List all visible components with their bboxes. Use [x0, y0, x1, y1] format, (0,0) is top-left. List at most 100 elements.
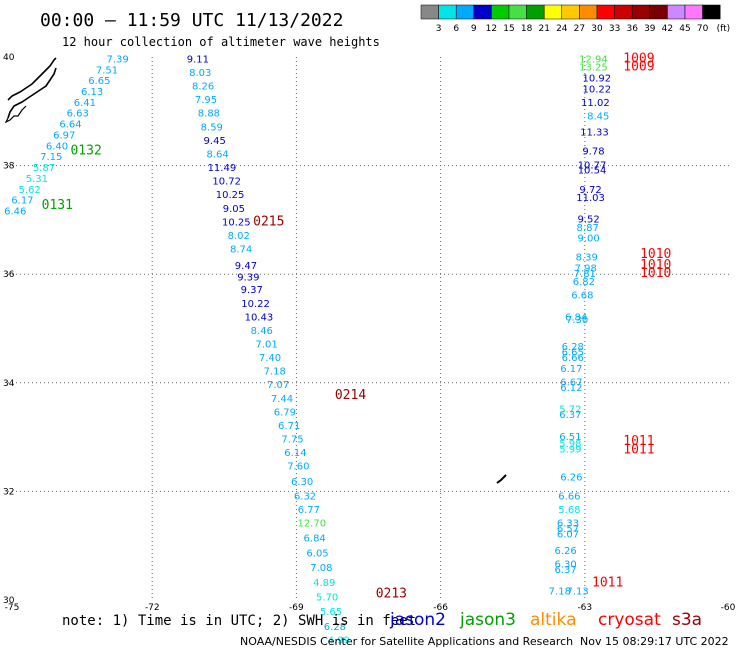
colorbar-tick: 42 [662, 24, 673, 34]
wave-height-value: 10.25 [222, 217, 251, 228]
colorbar-swatch [543, 4, 563, 20]
colorbar-swatch [579, 4, 598, 20]
wave-height-value: 6.26 [554, 546, 576, 557]
pass-time-label: 0132 [70, 144, 101, 159]
wave-height-value: 6.71 [278, 421, 300, 432]
wave-height-value: 9.39 [237, 273, 259, 284]
wave-height-value: 6.84 [565, 312, 587, 323]
wave-height-value: 8.26 [192, 82, 214, 93]
pass-time-label: 1010 [640, 247, 671, 262]
track-time-labels: 0132013102150214021310091009101010101010… [42, 51, 672, 601]
wave-height-value: 5.31 [26, 174, 48, 185]
pass-time-label: 1011 [623, 442, 654, 457]
wave-height-value: 9.37 [241, 285, 263, 296]
wave-height-value: 6.57 [557, 524, 579, 535]
x-tick-label: -66 [433, 603, 448, 613]
wave-height-value: 10.25 [216, 190, 245, 201]
bermuda-island [496, 474, 507, 484]
pass-time-label: 1011 [592, 575, 623, 590]
graticule [8, 57, 729, 600]
wave-height-value: 6.40 [46, 141, 68, 152]
wave-height-value: 10.92 [582, 73, 611, 84]
colorbar-tick: 33 [609, 24, 620, 34]
wave-height-value: 5.99 [559, 444, 581, 455]
wave-height-value: 6.97 [53, 130, 75, 141]
wave-height-value: 6.68 [571, 291, 593, 302]
wave-height-value: 10.22 [241, 299, 270, 310]
wave-height-value: 8.03 [189, 68, 211, 79]
wave-height-value: 9.11 [187, 54, 209, 65]
wave-height-value: 4.99 [328, 635, 350, 646]
wave-height-value: 6.07 [557, 530, 579, 541]
colorbar-swatch [508, 4, 527, 20]
wave-height-value: 7.44 [271, 394, 293, 405]
wave-height-value: 6.37 [559, 410, 581, 421]
colorbar-swatch [491, 4, 510, 20]
wave-height-value: 5.72 [559, 405, 581, 416]
colorbar-swatch [420, 4, 439, 20]
colorbar-tick: 3 [436, 24, 442, 34]
pass-time-label: 0131 [42, 198, 73, 213]
wave-height-value: 12.70 [297, 519, 326, 530]
colorbar-legend: 3 6 9 12 15 18 21 24 27 30 33 36 39 42 45 70 (ft) [420, 4, 731, 34]
wave-height-value: 9.47 [235, 261, 257, 272]
colorbar-tick: 18 [521, 24, 533, 34]
wave-height-value: 7.15 [40, 152, 62, 163]
colorbar-swatch [702, 4, 721, 20]
wave-height-value: 8.39 [576, 253, 598, 264]
wave-height-value: 6.30 [554, 559, 576, 570]
wave-height-value: 9.52 [578, 215, 600, 226]
wave-height-value: 6.82 [573, 277, 595, 288]
wave-height-value: 6.17 [11, 196, 33, 207]
pass-time-label: 1010 [640, 266, 671, 281]
wave-height-value: 9.72 [579, 185, 601, 196]
colorbar-unit: (ft) [717, 24, 731, 34]
wave-height-value: 9.05 [223, 204, 245, 215]
y-tick-label: 36 [3, 270, 15, 280]
wave-height-value: 10.22 [582, 84, 611, 95]
wave-height-value: 8.45 [587, 111, 609, 122]
wave-height-value: 8.87 [577, 223, 599, 234]
colorbar-swatch [667, 4, 686, 20]
wave-height-value: 10.54 [578, 166, 607, 177]
satellite-legend: jason2 jason3 altika cryosat s3a [389, 610, 702, 630]
colorbar-tick: 27 [574, 24, 585, 34]
page-title: 00:00 – 11:59 UTC 11/13/2022 [40, 10, 343, 31]
pass-time-label: 0215 [253, 214, 284, 229]
wave-height-value: 11.49 [208, 163, 237, 174]
y-tick-label: 32 [3, 487, 14, 497]
pass-time-label: 1011 [623, 434, 654, 449]
wave-height-value: 9.45 [204, 136, 226, 147]
wave-height-value: 8.59 [201, 122, 223, 133]
wave-height-value: 6.13 [81, 87, 103, 98]
wave-height-value: 6.79 [274, 407, 296, 418]
wave-height-value: 8.64 [206, 149, 228, 160]
x-tick-label: -72 [145, 603, 160, 613]
wave-height-value: 8.74 [230, 244, 252, 255]
wave-height-value: 6.05 [306, 549, 328, 560]
colorbar-swatch [473, 4, 492, 20]
wave-height-value: 6.12 [560, 383, 582, 394]
x-tick-label: -60 [721, 603, 736, 613]
wave-height-value: 8.46 [251, 326, 273, 337]
wave-height-value: 9.78 [582, 147, 604, 158]
colorbar-tick: 36 [626, 24, 638, 34]
legend-cryosat: cryosat [598, 610, 661, 630]
x-tick-label: -69 [289, 603, 304, 613]
wave-height-value: 13.25 [579, 63, 608, 74]
wave-height-value: 7.51 [96, 65, 118, 76]
wave-height-value: 6.67 [560, 378, 582, 389]
wave-height-value: 5.62 [18, 185, 40, 196]
wave-height-value: 6.30 [291, 477, 313, 488]
wave-height-value: 7.75 [281, 435, 303, 446]
wave-height-value: 6.84 [304, 533, 326, 544]
legend-s3a: s3a [672, 610, 702, 630]
wave-height-value: 10.77 [578, 160, 607, 171]
wave-height-value: 7.40 [259, 353, 281, 364]
wave-height-value: 6.37 [554, 565, 576, 576]
colorbar-swatch [455, 4, 475, 20]
wave-height-value: 4.89 [313, 578, 335, 589]
x-tick-label: -75 [5, 603, 20, 613]
y-tick-label: 40 [3, 53, 15, 63]
